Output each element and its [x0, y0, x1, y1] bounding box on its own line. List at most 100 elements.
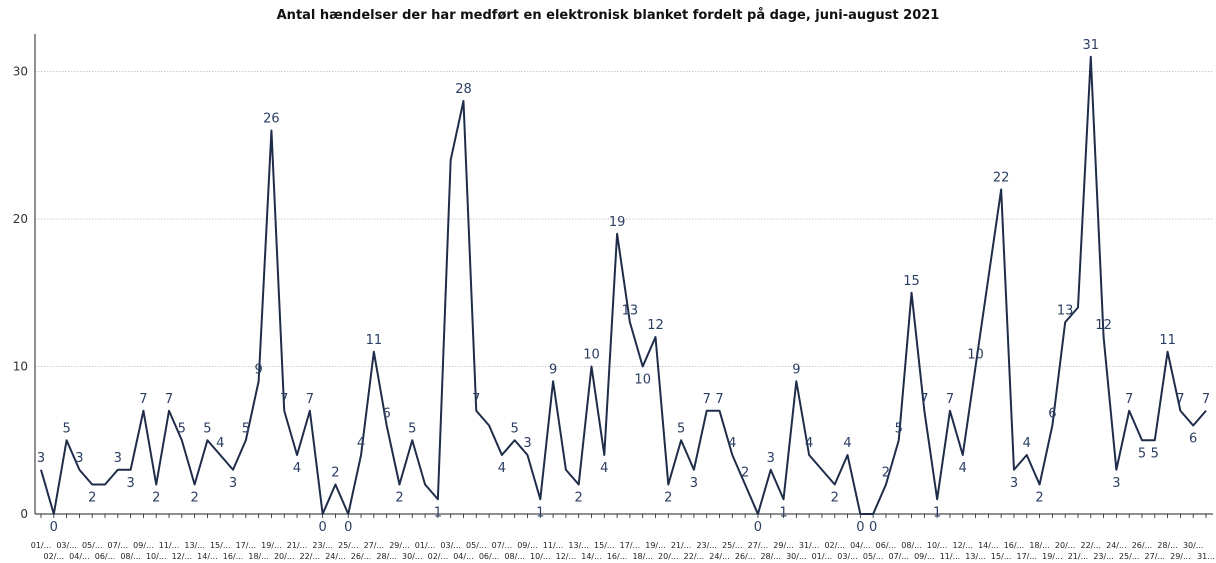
- data-label: 2: [575, 491, 583, 506]
- data-label: 11: [366, 333, 383, 348]
- x-tick-label: 20/...: [1055, 541, 1076, 550]
- data-label: 0: [856, 520, 864, 535]
- data-label: 0: [754, 520, 762, 535]
- data-label: 7: [946, 392, 954, 407]
- data-label: 2: [331, 466, 339, 481]
- data-label: 5: [408, 421, 416, 436]
- x-tick-label: 02/...: [44, 552, 65, 561]
- data-label: 7: [920, 392, 928, 407]
- x-tick-label: 30/...: [786, 552, 807, 561]
- data-label: 10: [967, 348, 984, 363]
- data-label: 2: [190, 491, 198, 506]
- data-label: 0: [319, 520, 327, 535]
- data-label: 5: [511, 421, 519, 436]
- data-label: 4: [293, 461, 301, 476]
- x-tick-label: 11/...: [940, 552, 961, 561]
- x-tick-label: 15/...: [991, 552, 1012, 561]
- data-label: 5: [203, 421, 211, 436]
- x-tick-label: 02/...: [428, 552, 449, 561]
- x-tick-label: 15/...: [594, 541, 615, 550]
- x-tick-label: 12/...: [172, 552, 193, 561]
- x-tick-label: 13/...: [568, 541, 589, 550]
- data-label: 3: [75, 451, 83, 466]
- x-tick-label: 26/...: [351, 552, 372, 561]
- x-tick-label: 07/...: [888, 552, 909, 561]
- data-label: 10: [634, 373, 651, 388]
- x-tick-label: 09/...: [517, 541, 538, 550]
- x-tick-label: 28/...: [376, 552, 397, 561]
- data-label: 0: [50, 520, 58, 535]
- x-tick-label: 06/...: [876, 541, 897, 550]
- data-label: 5: [895, 421, 903, 436]
- data-label: 3: [767, 451, 775, 466]
- data-label: 22: [993, 171, 1010, 186]
- x-tick-label: 19/...: [261, 541, 282, 550]
- data-label: 7: [472, 392, 480, 407]
- data-label: 4: [216, 436, 224, 451]
- data-label: 3: [1010, 476, 1018, 491]
- data-label: 9: [254, 362, 262, 377]
- data-label: 2: [741, 466, 749, 481]
- x-tick-label: 05/...: [82, 541, 103, 550]
- x-tick-label: 19/...: [1042, 552, 1063, 561]
- x-tick-label: 18/...: [632, 552, 653, 561]
- x-tick-label: 28/...: [760, 552, 781, 561]
- x-tick-label: 27/...: [364, 541, 385, 550]
- x-tick-label: 12/...: [556, 552, 577, 561]
- data-label: 3: [690, 476, 698, 491]
- x-tick-label: 29/...: [773, 541, 794, 550]
- x-tick-label: 23/...: [1093, 552, 1114, 561]
- data-label: 5: [677, 421, 685, 436]
- x-tick-label: 28/...: [1157, 541, 1178, 550]
- x-tick-label: 01/...: [415, 541, 436, 550]
- data-label: 28: [455, 82, 472, 97]
- x-tick-label: 02/...: [824, 541, 845, 550]
- data-label: 7: [306, 392, 314, 407]
- x-tick-label: 08/...: [901, 541, 922, 550]
- data-label: 7: [1176, 392, 1184, 407]
- x-tick-label: 29/...: [389, 541, 410, 550]
- x-tick-label: 04/...: [850, 541, 871, 550]
- x-tick-label: 22/...: [300, 552, 321, 561]
- data-label: 15: [903, 274, 920, 289]
- x-tick-label: 12/...: [953, 541, 974, 550]
- x-tick-label: 24/...: [325, 552, 346, 561]
- data-label: 9: [792, 362, 800, 377]
- data-label: 2: [395, 491, 403, 506]
- data-label: 6: [383, 407, 391, 422]
- x-tick-label: 22/...: [1081, 541, 1102, 550]
- y-tick-label: 10: [13, 360, 28, 374]
- x-tick-label: 18/...: [1029, 541, 1050, 550]
- data-label: 1: [434, 505, 442, 520]
- x-tick-label: 23/...: [696, 541, 717, 550]
- data-label: 6: [1048, 407, 1056, 422]
- data-label: 2: [1035, 491, 1043, 506]
- data-label: 4: [357, 436, 365, 451]
- data-label: 9: [549, 362, 557, 377]
- x-tick-label: 23/...: [312, 541, 333, 550]
- data-label: 5: [1151, 446, 1159, 461]
- data-label: 3: [114, 451, 122, 466]
- x-tick-label: 03/...: [56, 541, 77, 550]
- x-tick-label: 03/...: [440, 541, 461, 550]
- data-label: 2: [88, 491, 96, 506]
- x-tick-label: 27/...: [1145, 552, 1166, 561]
- x-tick-label: 20/...: [658, 552, 679, 561]
- data-label: 4: [843, 436, 851, 451]
- data-label: 12: [1095, 318, 1112, 333]
- x-tick-label: 21/...: [1068, 552, 1089, 561]
- data-label: 1: [779, 505, 787, 520]
- data-label: 4: [959, 461, 967, 476]
- x-tick-label: 09/...: [133, 541, 154, 550]
- x-tick-label: 21/...: [671, 541, 692, 550]
- data-label: 3: [37, 451, 45, 466]
- data-label: 19: [609, 215, 626, 230]
- data-label: 7: [139, 392, 147, 407]
- x-tick-label: 10/...: [927, 541, 948, 550]
- data-label: 1: [536, 505, 544, 520]
- data-label: 5: [1138, 446, 1146, 461]
- x-tick-label: 14/...: [581, 552, 602, 561]
- x-tick-label: 30/...: [402, 552, 423, 561]
- x-tick-label: 22/...: [684, 552, 705, 561]
